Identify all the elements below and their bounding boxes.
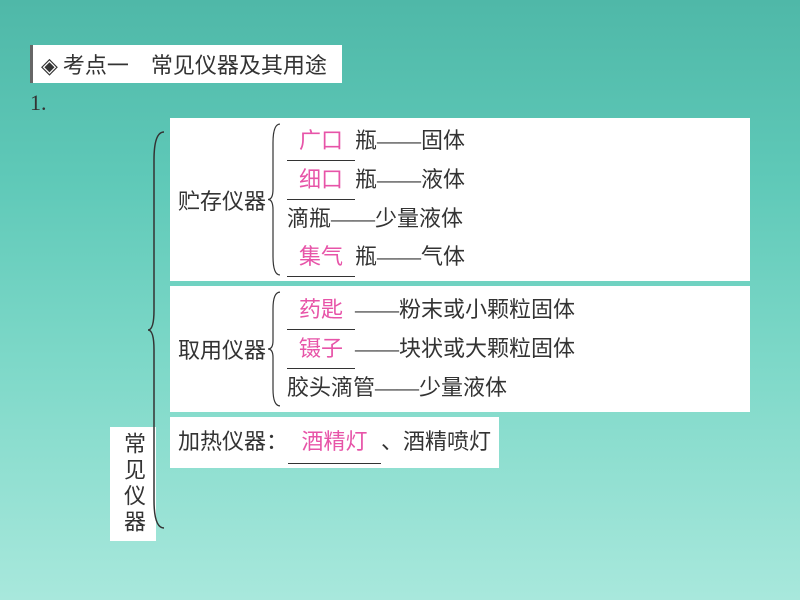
diamond-icon: ◈	[41, 53, 58, 79]
heat-blank: 酒精灯	[288, 421, 381, 464]
use-row: 胶头滴管——少量液体	[287, 369, 575, 407]
heat-suffix: 、酒精喷灯	[381, 429, 491, 454]
storage-row: 广口瓶——固体	[287, 122, 465, 161]
content-rows: 贮存仪器 广口瓶——固体 细口瓶——液体 滴瓶——少量液体 集气瓶——气体 取用…	[170, 118, 750, 468]
storage-label: 贮存仪器	[178, 184, 268, 216]
header-title: 考点一 常见仪器及其用途	[63, 53, 327, 78]
storage-block: 贮存仪器 广口瓶——固体 细口瓶——液体 滴瓶——少量液体 集气瓶——气体	[170, 118, 750, 281]
use-label: 取用仪器	[178, 333, 268, 365]
use-row: 药匙——粉末或小颗粒固体	[287, 291, 575, 330]
storage-items: 广口瓶——固体 细口瓶——液体 滴瓶——少量液体 集气瓶——气体	[282, 122, 465, 277]
storage-row: 细口瓶——液体	[287, 161, 465, 200]
item-number: 1.	[30, 90, 47, 116]
heat-block: 加热仪器：酒精灯、酒精喷灯	[170, 417, 499, 468]
use-row: 镊子——块状或大颗粒固体	[287, 330, 575, 369]
use-brace	[268, 290, 282, 408]
storage-row: 集气瓶——气体	[287, 238, 465, 277]
section-header: ◈考点一 常见仪器及其用途	[30, 45, 342, 83]
storage-brace	[268, 122, 282, 277]
big-brace	[148, 130, 166, 530]
use-items: 药匙——粉末或小颗粒固体 镊子——块状或大颗粒固体 胶头滴管——少量液体	[282, 291, 575, 407]
use-block: 取用仪器 药匙——粉末或小颗粒固体 镊子——块状或大颗粒固体 胶头滴管——少量液…	[170, 286, 750, 412]
heat-label: 加热仪器：	[178, 429, 288, 454]
storage-row: 滴瓶——少量液体	[287, 200, 465, 238]
